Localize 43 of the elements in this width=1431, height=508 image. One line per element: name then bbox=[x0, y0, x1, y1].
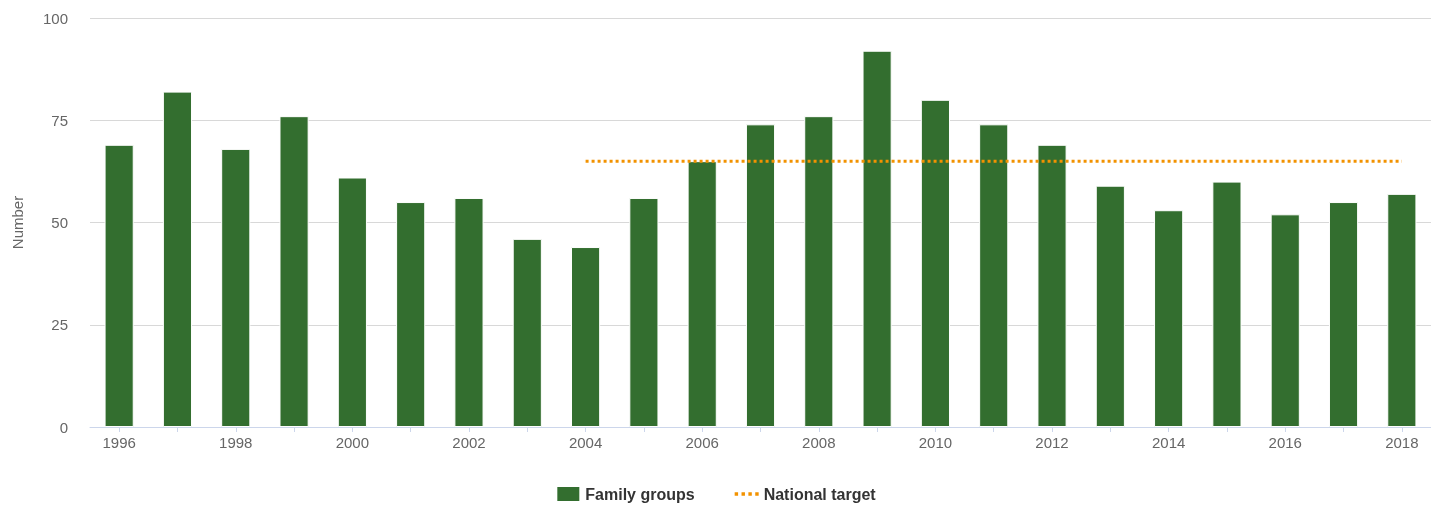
bar bbox=[1154, 210, 1184, 427]
y-tick-label: 25 bbox=[51, 316, 68, 334]
bar bbox=[687, 161, 717, 427]
bar bbox=[920, 99, 950, 427]
x-tick-label: 2002 bbox=[452, 434, 486, 451]
bar bbox=[104, 144, 134, 427]
bar bbox=[1095, 185, 1125, 427]
x-tick-label: 2000 bbox=[335, 434, 370, 451]
x-tick-label: 1996 bbox=[102, 434, 136, 451]
bar bbox=[629, 197, 659, 427]
y-tick-label: 100 bbox=[42, 9, 68, 27]
bar bbox=[1270, 214, 1300, 427]
bar bbox=[162, 91, 193, 427]
x-tick-label: 2006 bbox=[685, 434, 719, 451]
x-tick-label: 2016 bbox=[1268, 434, 1302, 451]
bar bbox=[1037, 144, 1067, 427]
legend-label: Family groups bbox=[585, 485, 695, 503]
bar bbox=[745, 124, 776, 427]
x-tick-label: 2014 bbox=[1151, 434, 1186, 451]
bar bbox=[571, 247, 601, 427]
y-tick-label: 50 bbox=[51, 214, 68, 231]
bar bbox=[337, 177, 367, 427]
bar bbox=[979, 124, 1009, 427]
x-tick-label: 2004 bbox=[568, 434, 603, 451]
bar bbox=[1212, 181, 1242, 427]
y-tick-label: 75 bbox=[51, 111, 68, 129]
bar bbox=[804, 116, 834, 427]
bar bbox=[454, 197, 484, 427]
bar bbox=[1328, 202, 1359, 427]
x-tick-label: 2010 bbox=[918, 434, 953, 451]
y-tick-label: 0 bbox=[59, 418, 68, 436]
bar bbox=[221, 148, 251, 427]
x-tick-label: 2008 bbox=[802, 434, 836, 451]
bar bbox=[279, 116, 309, 427]
x-tick-label: 1998 bbox=[219, 434, 253, 451]
bar bbox=[862, 50, 892, 427]
bar bbox=[512, 238, 542, 427]
x-tick-label: 2012 bbox=[1035, 434, 1069, 451]
bar bbox=[1387, 193, 1417, 427]
bar bbox=[396, 202, 426, 427]
y-axis-title: Number bbox=[9, 195, 26, 250]
x-tick-label: 2018 bbox=[1385, 434, 1419, 451]
legend-label: National target bbox=[763, 485, 877, 503]
